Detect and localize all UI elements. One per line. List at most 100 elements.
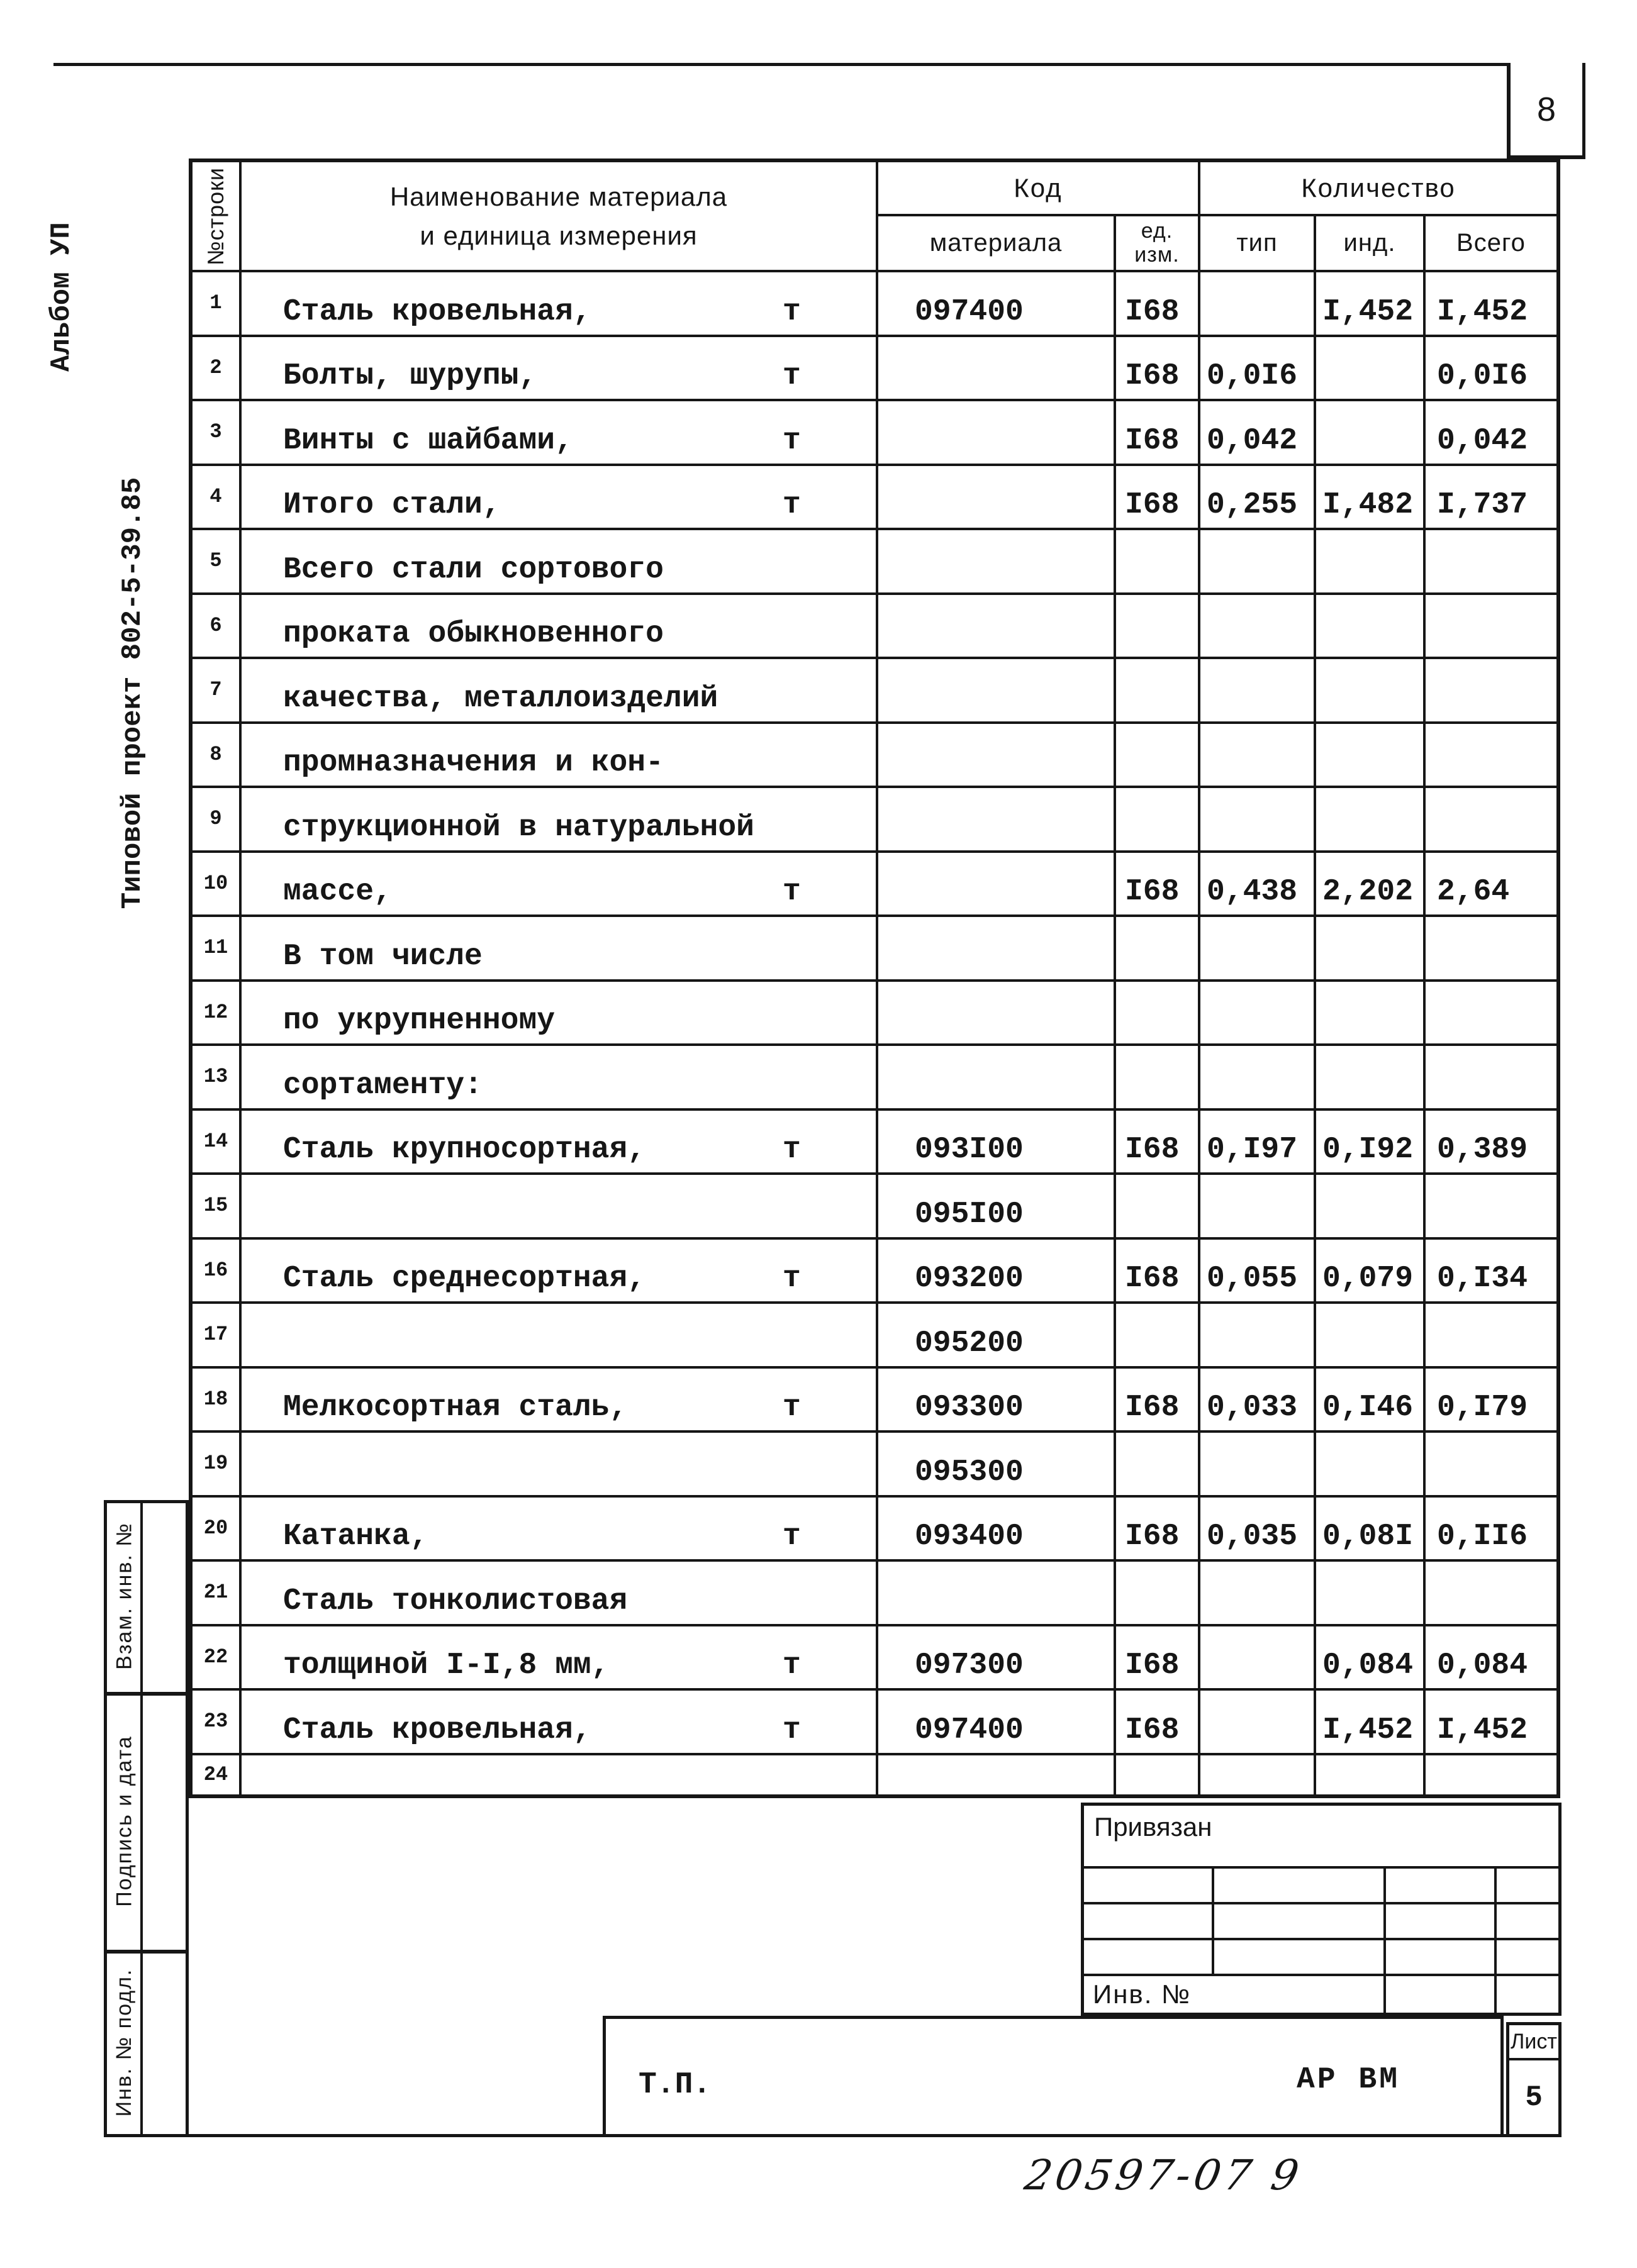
material-name-cell xyxy=(242,1304,878,1366)
row-number-cell: 6 xyxy=(193,594,242,657)
qty-ind-cell xyxy=(1316,530,1426,592)
unit-label: т xyxy=(783,875,801,909)
header-qty-group: Количество xyxy=(1200,162,1556,216)
material-name: струкционной в натуральной xyxy=(283,810,754,845)
material-name: по укрупненному xyxy=(283,1004,556,1038)
header-material-name: Наименование материала и единица измерен… xyxy=(242,162,878,270)
material-name-cell: Сталь тонколистовая xyxy=(242,1562,878,1624)
qty-total-cell xyxy=(1426,788,1556,850)
unit-code-cell: I68 xyxy=(1116,1239,1200,1301)
material-code-cell: 093I00 xyxy=(878,1110,1116,1172)
material-name-cell: Сталь крупносортная, т xyxy=(242,1110,878,1172)
material-code-cell xyxy=(878,465,1116,528)
unit-code-cell xyxy=(1116,723,1200,786)
qty-type-cell xyxy=(1200,594,1316,657)
qty-total-cell: 0,042 xyxy=(1437,423,1528,458)
qty-type-cell: 0,438 xyxy=(1200,852,1316,914)
table-row: 22 толщиной I-I,8 мм, т 097300 I68 0,084 0,084 xyxy=(193,1623,1556,1688)
qty-ind-cell xyxy=(1316,401,1426,464)
qty-total-cell: 0,084 xyxy=(1437,1648,1528,1682)
page-number: 8 xyxy=(1536,90,1556,128)
header-row-no: №строки xyxy=(203,167,228,265)
unit-label: т xyxy=(783,488,801,522)
material-name: Сталь тонколистовая xyxy=(283,1584,628,1618)
qty-type-cell xyxy=(1200,981,1316,1043)
qty-total-cell xyxy=(1426,1304,1556,1366)
material-name-cell: Болты, шурупы, т xyxy=(242,336,878,399)
unit-label: т xyxy=(783,1648,801,1682)
material-name-cell: массе, т xyxy=(242,852,878,914)
unit-label: т xyxy=(783,1520,801,1554)
unit-code-cell xyxy=(1116,594,1200,657)
stamp-vzam-label: Взам. инв. № xyxy=(112,1522,137,1670)
qty-ind-cell: 0,I92 xyxy=(1316,1110,1426,1172)
unit-label: т xyxy=(783,423,801,458)
unit-code-cell: I68 xyxy=(1116,1626,1200,1688)
title-block-cell xyxy=(1386,1869,1497,1904)
sheet-label: Лист xyxy=(1509,2025,1558,2060)
material-code-cell xyxy=(878,530,1116,592)
table-row: 13 сортаменту: xyxy=(193,1043,1556,1108)
table-body: 1 Сталь кровельная, т 097400 I68 I,452 I,452 2 Б… xyxy=(193,270,1556,1794)
material-name: Сталь кровельная, xyxy=(283,294,591,329)
material-code-cell xyxy=(878,981,1116,1043)
qty-total-cell xyxy=(1426,595,1556,657)
qty-type-cell xyxy=(1200,1304,1316,1366)
row-number-cell: 22 xyxy=(193,1626,242,1688)
unit-code-cell xyxy=(1116,917,1200,979)
linked-label: Привязан xyxy=(1084,1806,1558,1869)
table-row: 8 промназначения и кон- xyxy=(193,721,1556,786)
table-row: 7 качества, металлоизделий xyxy=(193,657,1556,721)
qty-type-cell: 0,255 xyxy=(1200,465,1316,528)
material-name: Мелкосортная сталь, xyxy=(283,1391,628,1425)
qty-ind-cell xyxy=(1316,336,1426,399)
row-number-cell: 2 xyxy=(193,336,242,399)
unit-label: т xyxy=(783,1391,801,1425)
qty-type-cell: 0,I97 xyxy=(1200,1110,1316,1172)
qty-type-cell xyxy=(1200,530,1316,592)
stamp-box-podpis: Подпись и дата xyxy=(104,1693,189,1953)
title-block-cell xyxy=(1214,1940,1386,1976)
qty-total-cell xyxy=(1426,982,1556,1044)
title-block-cell xyxy=(1386,1940,1497,1976)
qty-ind-cell xyxy=(1316,1175,1426,1237)
row-number-cell: 18 xyxy=(193,1368,242,1430)
qty-total-cell xyxy=(1426,1755,1556,1794)
table-row: 10 массе, т I68 0,438 2,202 2,64 xyxy=(193,850,1556,914)
qty-total-cell: 0,II6 xyxy=(1437,1520,1528,1554)
header-row-no-cell: №строки xyxy=(193,162,242,270)
qty-ind-cell xyxy=(1316,1755,1426,1794)
page-number-box: 8 xyxy=(1507,63,1585,159)
title-block: Привязан Инв. № xyxy=(1081,1803,1562,2016)
row-number-cell: 7 xyxy=(193,659,242,721)
title-block-cell xyxy=(1084,1869,1214,1904)
qty-total-cell xyxy=(1426,1433,1556,1495)
material-name: Катанка, xyxy=(283,1520,428,1554)
stamp-inv-podl-label: Инв. № подл. xyxy=(112,1968,136,2117)
title-block-cell xyxy=(1497,1940,1558,1976)
qty-total-cell xyxy=(1426,659,1556,721)
material-code-cell xyxy=(878,1046,1116,1108)
unit-code-cell xyxy=(1116,530,1200,592)
unit-code-cell: I68 xyxy=(1116,465,1200,528)
qty-type-cell xyxy=(1200,1433,1316,1495)
material-code-cell: 095I00 xyxy=(878,1175,1116,1237)
unit-code-cell: I68 xyxy=(1116,852,1200,914)
qty-ind-cell: I,452 xyxy=(1316,272,1426,335)
qty-ind-cell: 0,08I xyxy=(1316,1497,1426,1559)
material-name-cell: качества, металлоизделий xyxy=(242,659,878,721)
inventory-label: Инв. № xyxy=(1093,1979,1192,2009)
table-row: 17 095200 xyxy=(193,1301,1556,1366)
table-row: 14 Сталь крупносортная, т 093I00 I68 0,I97 0,I… xyxy=(193,1108,1556,1172)
material-name-cell: В том числе xyxy=(242,917,878,979)
row-number-cell: 15 xyxy=(193,1175,242,1237)
qty-type-cell: 0,0I6 xyxy=(1200,336,1316,399)
qty-total-cell: 0,0I6 xyxy=(1437,359,1528,393)
qty-ind-cell xyxy=(1316,1046,1426,1108)
qty-ind-cell xyxy=(1316,1304,1426,1366)
project-code-label: Типовой проект 802-5-39.85 xyxy=(117,477,148,909)
title-block-cell xyxy=(1084,1940,1214,1976)
stamp-box-label-cell: Взам. инв. № xyxy=(107,1503,143,1692)
unit-code-cell: I68 xyxy=(1116,336,1200,399)
material-name-cell xyxy=(242,1175,878,1237)
